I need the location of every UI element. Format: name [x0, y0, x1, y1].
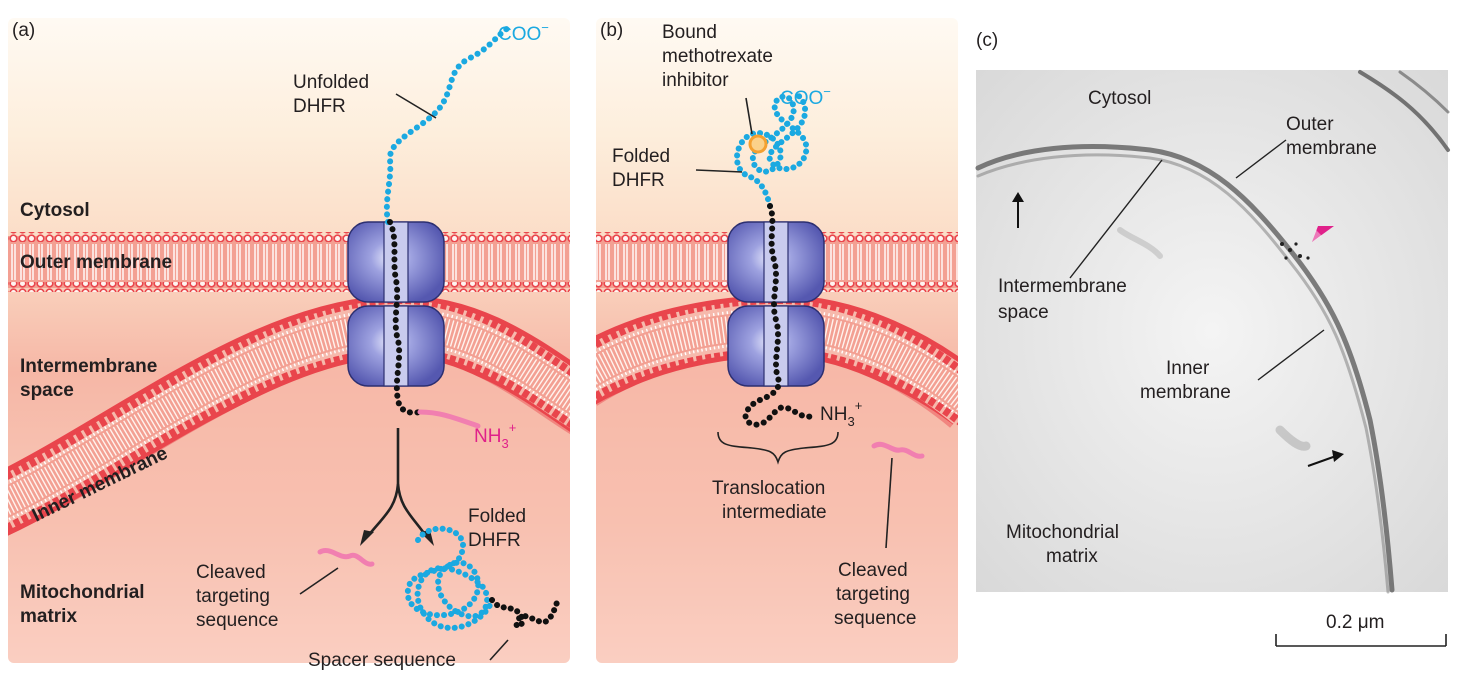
- scale-label: 0.2 μm: [1326, 612, 1384, 633]
- translocating-chain-b: [742, 203, 815, 428]
- leader-cleaved-a: [299, 567, 339, 595]
- panel-c-tag: (c): [976, 30, 998, 51]
- cleaved-label-b-1: Cleaved: [838, 560, 908, 581]
- arrow-right-icon: [1307, 450, 1344, 467]
- mito-label-c-2: matrix: [1046, 546, 1098, 567]
- nh3-label-a: NH3+: [474, 420, 516, 451]
- leader-cleaved-b: [885, 457, 893, 549]
- cleaved-targeting-sequence-a: [317, 548, 375, 567]
- translocating-chain: [387, 219, 423, 416]
- translocation-label-1: Translocation: [712, 478, 825, 499]
- matrix-region: [8, 359, 570, 663]
- nh3-label-b: NH3+: [820, 398, 862, 429]
- pink-arrowhead: [1312, 226, 1334, 242]
- cleaved-label-b-3: sequence: [834, 608, 916, 629]
- mito-label-c-1: Mitochondrial: [1006, 522, 1119, 543]
- arrow-up-icon: [1012, 192, 1024, 228]
- folded-label-b-1: Folded: [612, 146, 670, 167]
- cleaved-label-b-2: targeting: [836, 584, 910, 605]
- signal-sequence: [417, 409, 481, 429]
- leader-intermembrane: [1069, 159, 1163, 279]
- cytosol-label-c: Cytosol: [1088, 88, 1151, 109]
- unfolded-dhfr-chain: [383, 25, 511, 225]
- matrix-region-b: [596, 360, 958, 663]
- mito-label-a-2: matrix: [20, 606, 77, 627]
- pink-arrowhead-notch: [1312, 230, 1322, 242]
- panel-c: (c) Cytosol Outer membrane Intermembrane…: [975, 30, 1450, 647]
- outer-label-c-1: Outer: [1286, 114, 1334, 135]
- bound-label-3: inhibitor: [662, 70, 729, 91]
- folded-label-a-1: Folded: [468, 506, 526, 527]
- inter-label-c-2: space: [998, 302, 1049, 323]
- translocation-label-2: intermediate: [722, 502, 827, 523]
- spacer-sequence-chain: [489, 597, 561, 630]
- unfolded-label-2: DHFR: [293, 96, 346, 117]
- unfolded-label-1: Unfolded: [293, 72, 369, 93]
- leader-inner: [1257, 329, 1325, 381]
- scale-bar: [1275, 634, 1447, 647]
- outer-membrane-label-a: Outer membrane: [20, 252, 172, 273]
- inner-membrane-channel-b: [727, 305, 825, 387]
- leader-inhibitor: [745, 97, 753, 135]
- cleaved-label-a-3: sequence: [196, 610, 278, 631]
- inner-label-c-1: Inner: [1166, 358, 1210, 379]
- cleaved-label-a-2: targeting: [196, 586, 270, 607]
- panel-a: (a) COO− Unfolded DHFR Cytosol Outer mem…: [8, 18, 570, 671]
- leader-folded-b: [695, 169, 743, 173]
- panel-b-tag: (b): [600, 20, 623, 41]
- folded-label-a-2: DHFR: [468, 530, 521, 551]
- leader-unfolded: [395, 93, 437, 119]
- mito-label-a-1: Mitochondrial: [20, 582, 145, 603]
- folded-dhfr-b: [734, 91, 810, 209]
- inner-label-c-2: membrane: [1140, 382, 1231, 403]
- spacer-label: Spacer sequence: [308, 650, 456, 671]
- bound-label-1: Bound: [662, 22, 717, 43]
- coo-label-b: COO−: [780, 84, 831, 109]
- folded-dhfr-a: [404, 525, 495, 631]
- outer-label-c-2: membrane: [1286, 138, 1377, 159]
- cytosol-label-a: Cytosol: [20, 200, 90, 221]
- coo-label-a: COO−: [498, 20, 549, 45]
- intermembrane-label-2: space: [20, 380, 74, 401]
- methotrexate-inhibitor: [748, 134, 768, 154]
- cleaved-label-a-1: Cleaved: [196, 562, 266, 583]
- gold-particles: [1280, 242, 1310, 260]
- leader-outer: [1235, 139, 1287, 179]
- outer-membrane-bilayer: [8, 232, 570, 292]
- inter-label-c-1: Intermembrane: [998, 276, 1127, 297]
- panel-b: (b) Bound methotrexate inhibitor COO− Fo…: [596, 18, 958, 663]
- bound-label-2: methotrexate: [662, 46, 773, 67]
- leader-spacer: [489, 639, 509, 661]
- translocation-brace: [717, 431, 839, 465]
- folded-label-b-2: DHFR: [612, 170, 665, 191]
- cleaved-targeting-sequence-b: [871, 441, 925, 459]
- panel-a-tag: (a): [12, 20, 35, 41]
- intermembrane-label-1: Intermembrane: [20, 356, 157, 377]
